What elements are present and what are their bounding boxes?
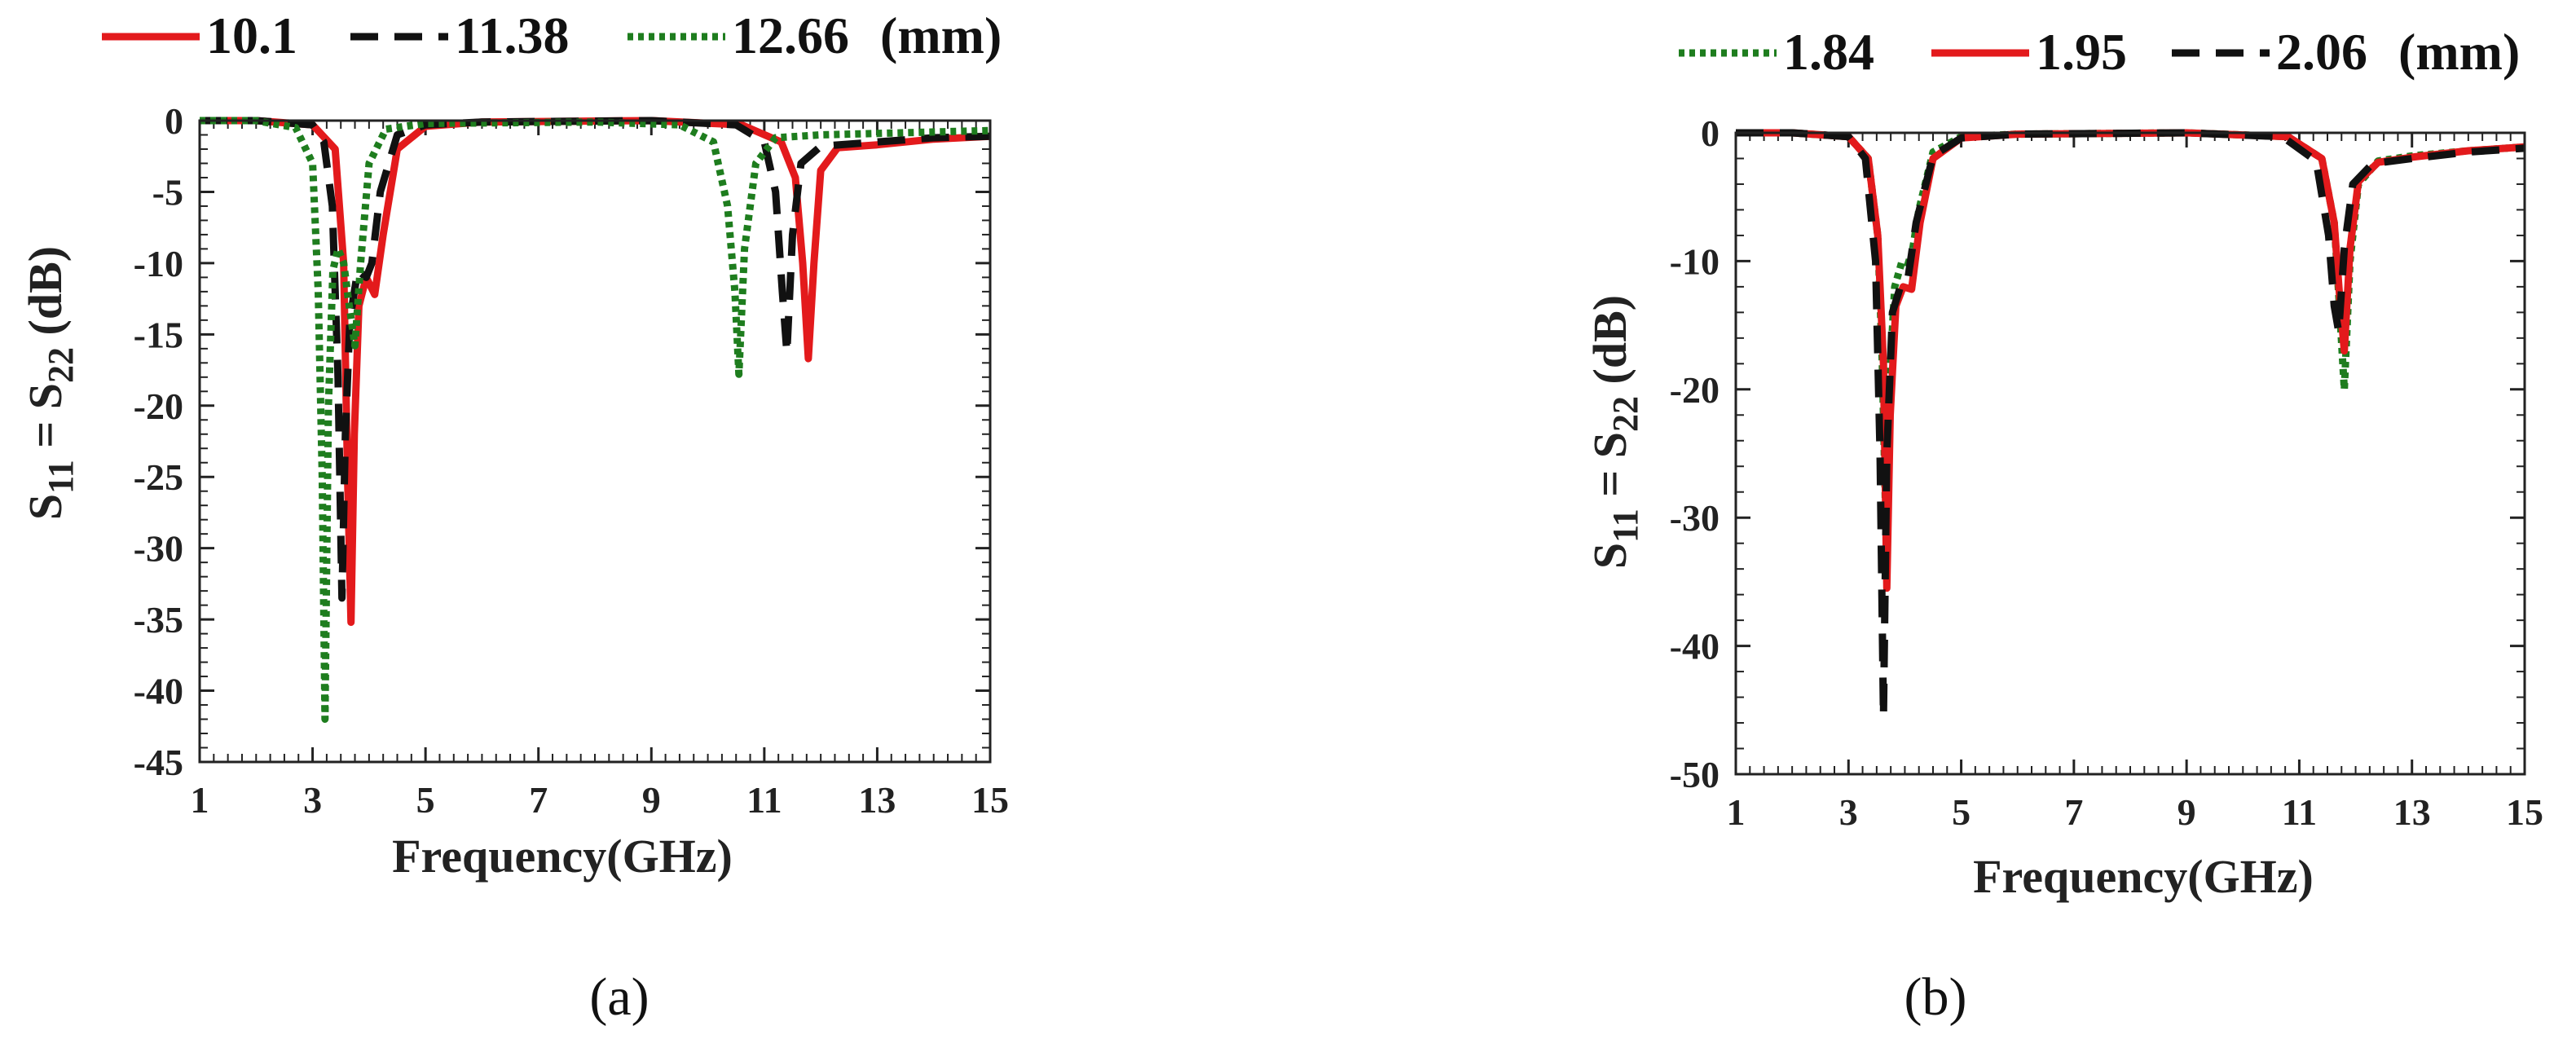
series-line-12-66 [200,117,991,723]
x-axis-title-b: Frequency(GHz) [1973,850,2314,903]
x-tick-label: 15 [2506,791,2543,833]
plot-frame [198,119,992,764]
y-tick-label: 0 [165,100,183,142]
x-tick-label: 3 [303,779,322,821]
chart-panel-b: 1.84 1.95 2.06 (mm) 1 3 5 7 9 11 13 150-10-20-30-4… [1583,23,2543,1027]
x-tick-label: 13 [2393,791,2431,833]
y-tick-label: -40 [1670,626,1720,667]
legend-b: 1.84 1.95 2.06 (mm) [1679,23,2520,81]
y-tick-label: -45 [134,742,183,783]
x-tick-label: 11 [2282,791,2317,833]
x-tick-label: 1 [191,779,209,821]
y-tick-label: -40 [134,671,183,712]
x-tick-label: 9 [2177,791,2196,833]
y-tick-label: -5 [152,171,183,213]
x-tick-label: 7 [529,779,548,821]
plot-area-a: 1 3 5 7 9 11 13 150-5-10-15-20-25-30-35-40-45 [134,100,1009,821]
y-tick-label: -35 [134,599,183,641]
legend-label: 1.95 [2036,23,2127,81]
legend-unit: (mm) [880,7,1002,64]
plot-area-b: 1 3 5 7 9 11 13 150-10-20-30-40-50 [1670,112,2543,833]
x-tick-label: 5 [1952,791,1971,833]
series-line-11-38 [200,117,991,602]
x-tick-label: 5 [416,779,435,821]
x-tick-label: 1 [1727,791,1746,833]
x-tick-label: 11 [746,779,782,821]
y-tick-label: -25 [134,456,183,498]
legend-label: 1.84 [1783,23,1874,81]
series-line-1-95 [1736,129,2525,592]
x-axis-title-a: Frequency(GHz) [392,830,733,883]
y-axis-title-b: S11 = S22 (dB) [1583,295,1645,569]
y-tick-label: -20 [134,385,183,427]
x-tick-label: 7 [2064,791,2083,833]
x-tick-label: 9 [642,779,661,821]
plot-frame [1734,131,2526,776]
legend-unit: (mm) [2398,23,2520,81]
legend-label: 12.66 [732,7,849,64]
legend-a: 10.1 11.38 12.66 (mm) [102,7,1002,64]
y-tick-label: -50 [1670,754,1720,795]
series-line-2-06 [1736,129,2525,720]
y-tick-label: -10 [1670,240,1720,282]
chart-panel-a: 10.1 11.38 12.66 (mm) 1 3 5 7 9 11 13 150-5-10-15-… [19,7,1009,1027]
y-axis-title-a: S11 = S22 (dB) [19,246,81,520]
y-tick-label: -15 [134,314,183,355]
legend-label: 11.38 [455,7,569,64]
y-tick-label: -30 [1670,497,1720,539]
y-tick-label: -30 [134,528,183,570]
x-tick-label: 15 [971,779,1009,821]
series-line-1-84 [1736,129,2525,522]
legend-label: 2.06 [2276,23,2367,81]
panel-label-b: (b) [1904,967,1967,1027]
x-tick-label: 13 [858,779,896,821]
panel-label-a: (a) [589,967,649,1027]
x-tick-label: 3 [1839,791,1858,833]
legend-label: 10.1 [206,7,297,64]
y-tick-label: -20 [1670,369,1720,411]
y-tick-label: 0 [1701,112,1720,154]
y-tick-label: -10 [134,243,183,284]
